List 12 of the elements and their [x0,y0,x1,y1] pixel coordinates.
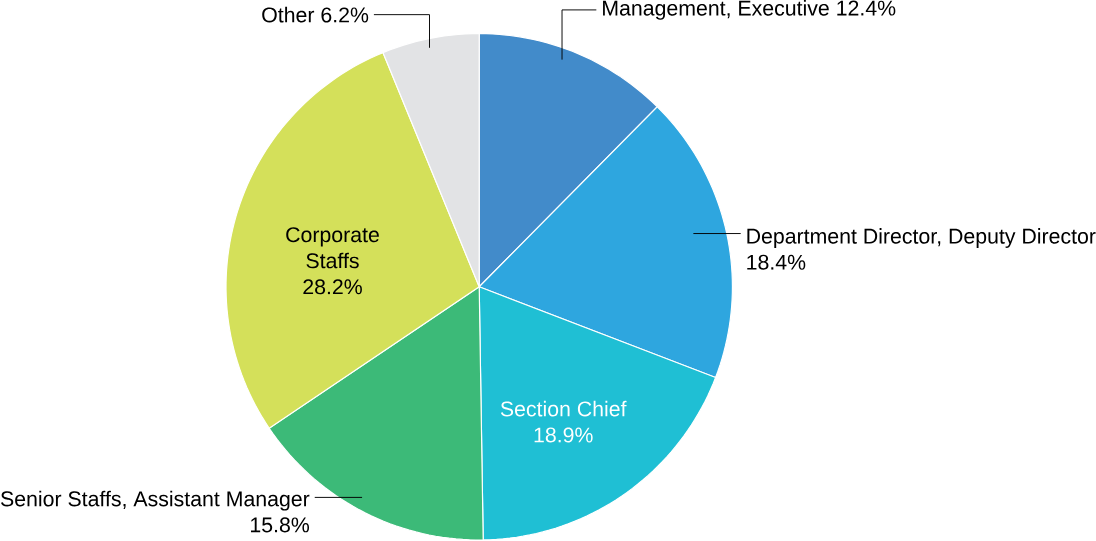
slice-label: Management, Executive [603,0,829,21]
data-label: 28.2% [303,279,362,295]
data-label: 18.9% [534,427,593,443]
data-label: 12.4% [837,0,896,16]
data-label: 6.2% [321,7,369,23]
data-label: 15.8% [251,517,310,533]
data-label: 18.4% [747,254,806,270]
slice-label: Section Chief [500,401,627,417]
slice-label: Department Director, Deputy Director [747,228,1096,249]
slice-label: Senior Staffs, Assistant Manager [0,490,310,511]
slice-label: Other [262,7,315,23]
slice-label: Corporate Staffs [286,227,379,269]
